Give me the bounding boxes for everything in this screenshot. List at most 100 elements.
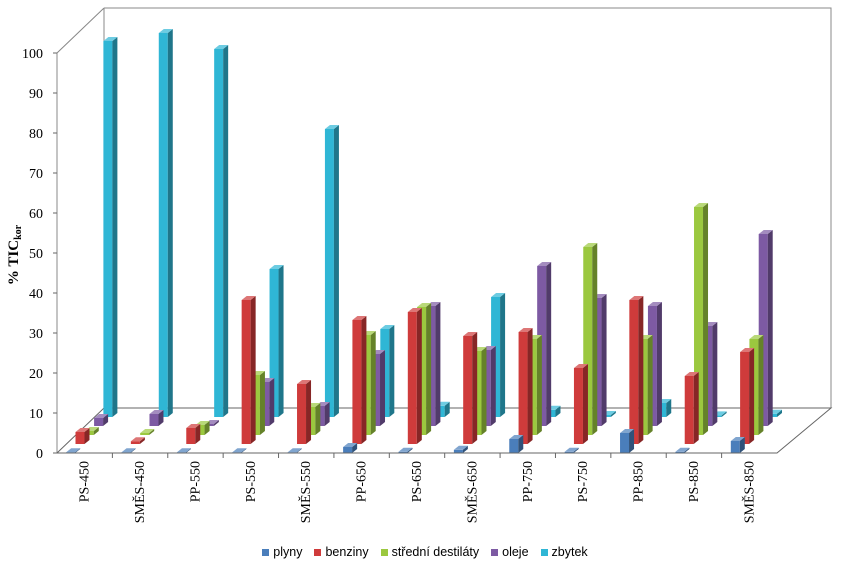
bar-side — [278, 265, 284, 417]
bar-side — [481, 347, 487, 435]
bar-top — [186, 424, 201, 428]
bar-top — [537, 262, 552, 266]
bar-side — [195, 424, 201, 444]
bar-top — [749, 335, 764, 339]
x-tick-label: PP-650 — [355, 461, 370, 502]
bar-plyny-SMĚS-550 — [287, 448, 302, 453]
x-tick-label: PP-550 — [188, 461, 203, 502]
bar-plyny-PP-550 — [176, 448, 191, 453]
bar-plyny-PP-750 — [509, 435, 524, 453]
bar-oleje-SMĚS-850 — [758, 230, 773, 426]
bar-top — [629, 296, 644, 300]
bar-side — [84, 428, 90, 444]
bar-side — [361, 316, 367, 444]
bar-front — [149, 414, 159, 426]
bar-front — [509, 439, 519, 453]
bar-benziny-SMĚS-450 — [130, 437, 145, 444]
legend-item: zbytek — [540, 545, 588, 559]
bar-oleje-SMĚS-450 — [149, 410, 164, 426]
bar-top — [573, 364, 588, 368]
bar-side — [767, 230, 773, 426]
bar-side — [112, 37, 118, 417]
bar-side — [601, 294, 607, 426]
bar-top — [740, 348, 755, 352]
bar-side — [490, 346, 496, 426]
bar-front — [324, 129, 334, 417]
bar-benziny-PS-450 — [75, 428, 90, 444]
legend-swatch — [262, 548, 270, 556]
bar-top — [583, 243, 598, 247]
bar-side — [241, 448, 247, 453]
back-wall — [104, 7, 832, 408]
bar-zbytek-SMĚS-450 — [158, 29, 173, 417]
legend-label: střední destiláty — [391, 545, 480, 559]
bar-side — [204, 421, 210, 435]
x-tick-label: SMĚS-650 — [463, 461, 480, 523]
bar-top — [287, 448, 302, 453]
bar-side — [712, 322, 718, 426]
y-axis: 0 10 20 30 40 50 60 70 80 90 100 — [22, 47, 57, 462]
bar-side — [435, 302, 441, 426]
bar-top — [694, 203, 709, 207]
x-tick-label: PS-850 — [687, 461, 702, 502]
y-tick-label: 0 — [36, 447, 43, 462]
bar-side — [527, 328, 533, 444]
bar-front — [241, 300, 251, 444]
bar-top — [380, 325, 395, 329]
bar-top — [66, 448, 81, 453]
bar-front — [564, 451, 574, 453]
bar-side — [93, 427, 99, 435]
bar-plyny-PS-650 — [398, 447, 413, 453]
bar-side — [416, 308, 422, 444]
bar-front — [518, 332, 528, 444]
bar-side — [592, 243, 598, 435]
legend: plyny benziny střední destiláty oleje zbytek — [0, 545, 850, 559]
x-tick-label: PS-550 — [244, 461, 259, 502]
bar-side — [444, 401, 450, 417]
bar-front — [269, 269, 279, 417]
bar-top — [214, 45, 229, 49]
bar-front — [130, 441, 140, 444]
bar-side — [213, 420, 219, 426]
bar-side — [269, 378, 275, 426]
bar-front — [463, 336, 473, 444]
legend-label: benziny — [325, 545, 369, 559]
bar-plyny-PS-750 — [564, 447, 579, 453]
bar-side — [250, 296, 256, 444]
bar-benziny-PP-850 — [629, 296, 644, 444]
bar-side — [739, 437, 745, 453]
y-tick-label: 30 — [29, 327, 43, 342]
bar-top — [463, 332, 478, 336]
bar-front — [352, 320, 362, 444]
x-tick-label: PS-650 — [410, 461, 425, 502]
bar-front — [407, 312, 417, 444]
bar-top — [564, 447, 579, 452]
bar-front — [694, 207, 704, 435]
bar-benziny-PS-550 — [241, 296, 256, 444]
bar-side — [185, 448, 191, 453]
bar-side — [555, 405, 561, 417]
bar-top — [491, 293, 506, 297]
bar-front — [740, 352, 750, 444]
bar-front — [140, 433, 150, 435]
bar-side — [296, 448, 302, 453]
bar-benziny-PP-650 — [352, 316, 367, 444]
x-tick-label: PS-750 — [576, 461, 591, 502]
y-tick-label: 50 — [29, 247, 43, 262]
bar-front — [214, 49, 224, 417]
bar-top — [269, 265, 284, 269]
bar-benziny-PP-750 — [518, 328, 533, 444]
bar-benziny-PS-650 — [407, 308, 422, 444]
legend-item: plyny — [262, 545, 302, 559]
y-tick-label: 90 — [29, 87, 43, 102]
bar-plyny-SMĚS-450 — [121, 448, 136, 453]
bar-front — [103, 41, 113, 417]
legend-label: plyny — [273, 545, 303, 559]
bar-side — [500, 293, 506, 417]
bar-top — [620, 429, 635, 433]
bar-side — [666, 399, 672, 417]
bar-top — [140, 429, 155, 433]
bar-front — [158, 33, 168, 417]
legend-swatch — [491, 548, 499, 556]
bar-side — [407, 447, 413, 453]
